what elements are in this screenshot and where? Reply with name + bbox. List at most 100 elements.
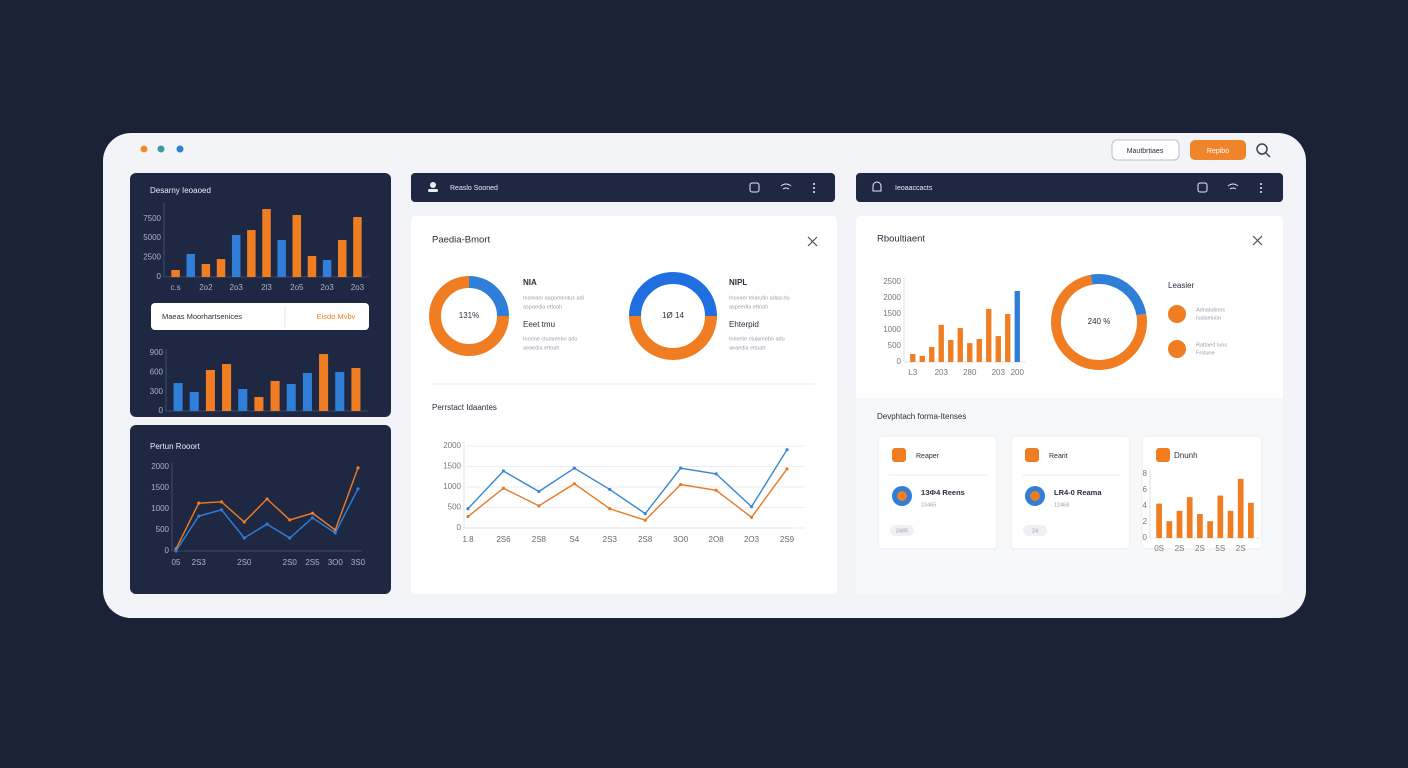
bar (322, 259, 332, 277)
menu-icon[interactable] (813, 183, 815, 193)
point (572, 482, 576, 486)
x-tick-label: 2o2 (199, 283, 213, 292)
donut-label: 1Ø 14 (662, 311, 684, 320)
y-tick-label: 0 (897, 357, 902, 366)
window-dot (140, 145, 148, 153)
bar (1005, 314, 1011, 362)
donut-segment (629, 315, 717, 360)
widget[interactable] (151, 303, 369, 330)
y-tick-label: 2500 (143, 253, 161, 262)
point (785, 448, 789, 452)
y-tick-label: 8 (1143, 469, 1148, 478)
button-label[interactable]: Mautbrtiaes (1127, 148, 1164, 155)
x-tick-label: 0S (1154, 544, 1164, 553)
bar (995, 336, 1001, 362)
header-bar (856, 173, 1283, 202)
bar (1217, 495, 1224, 538)
bar (222, 364, 232, 411)
bar (254, 397, 264, 411)
y-tick-label: 2000 (443, 441, 461, 450)
legend-heading: Ehterpid (729, 320, 759, 329)
y-tick-label: 4 (1143, 501, 1148, 510)
x-tick-label: L3 (908, 368, 917, 377)
legend-text: Inorine ctuiamebo adu (523, 336, 577, 342)
x-tick-label: 2S0 (283, 558, 298, 567)
y-tick-label: 1500 (151, 483, 169, 492)
y-tick-label: 300 (150, 387, 164, 396)
point (333, 531, 337, 535)
donut-segment (468, 276, 509, 317)
button-label[interactable]: Repibo (1207, 148, 1229, 155)
donut-segment (1090, 274, 1147, 316)
x-tick-label: 3S0 (351, 558, 366, 567)
bar (1166, 521, 1173, 538)
y-tick-label: 900 (150, 348, 164, 357)
x-tick-label: S4 (569, 535, 579, 544)
x-tick-label: 2S3 (603, 535, 618, 544)
bell-icon (872, 181, 882, 192)
point (356, 487, 360, 491)
window-dot (176, 145, 184, 153)
y-tick-label: 1500 (883, 309, 901, 318)
card-name: 1ЗФ4 Reens (921, 488, 965, 497)
info-card[interactable] (877, 435, 998, 550)
menu-icon[interactable] (1260, 183, 1262, 193)
bar (957, 328, 963, 362)
legend-heading: NIPL (729, 278, 747, 287)
widget-action[interactable]: Eisdo Mvbv (317, 312, 356, 321)
legend-text: Frstune (1196, 350, 1215, 356)
y-tick-label: 0 (165, 546, 170, 555)
card-sub: 12468 (1054, 502, 1069, 508)
icon[interactable] (1197, 182, 1208, 193)
legend-text: Rattaed Iuns (1196, 342, 1227, 348)
card-title: Rearit (1049, 453, 1068, 460)
point (714, 472, 718, 476)
bar (292, 215, 302, 277)
legend-text: Inceaer leiarutin adaa rlu (729, 295, 790, 301)
button[interactable] (1190, 140, 1246, 160)
bar (910, 354, 916, 362)
y-tick-label: 0 (157, 272, 162, 281)
header-bar (411, 173, 835, 202)
point (537, 489, 541, 494)
icon[interactable] (749, 182, 760, 193)
y-tick-label: 2000 (151, 462, 169, 471)
close-icon[interactable] (1252, 235, 1263, 246)
x-tick-label: 5S (1215, 544, 1225, 553)
y-tick-label: 7500 (143, 214, 161, 223)
button[interactable] (1111, 139, 1180, 161)
point (288, 536, 292, 540)
bar (967, 343, 973, 362)
card-tag: 2465 (896, 528, 908, 534)
tag (1023, 525, 1047, 536)
donut-segment (629, 272, 717, 317)
bar (1176, 510, 1183, 538)
info-card[interactable] (1010, 435, 1131, 550)
icon[interactable] (780, 183, 792, 190)
bar (338, 239, 347, 277)
legend-text: Insreaer aagomentus adi (523, 295, 584, 301)
point (466, 507, 470, 511)
point (749, 505, 754, 509)
icon[interactable] (1227, 183, 1239, 190)
card-icon (1025, 448, 1039, 462)
x-tick-label: 2S0 (237, 558, 252, 567)
user-icon (428, 182, 438, 192)
bar (171, 270, 180, 277)
bar (1186, 497, 1193, 538)
bar (335, 372, 345, 411)
y-tick-label: 5000 (143, 233, 161, 242)
point (219, 500, 224, 504)
search-icon[interactable] (1256, 143, 1271, 158)
y-tick-label: 0 (1143, 533, 1148, 542)
widget-label: Maeas Moorhartsenices (162, 312, 242, 321)
y-tick-label: 1000 (151, 504, 169, 513)
x-tick-label: 203 (992, 368, 1006, 377)
point (242, 520, 246, 524)
bar (1197, 514, 1203, 538)
close-icon[interactable] (807, 236, 818, 247)
x-tick-label: 3O0 (673, 535, 689, 544)
x-tick-label: 2S5 (305, 558, 320, 567)
card-sub: 23465 (921, 502, 936, 508)
